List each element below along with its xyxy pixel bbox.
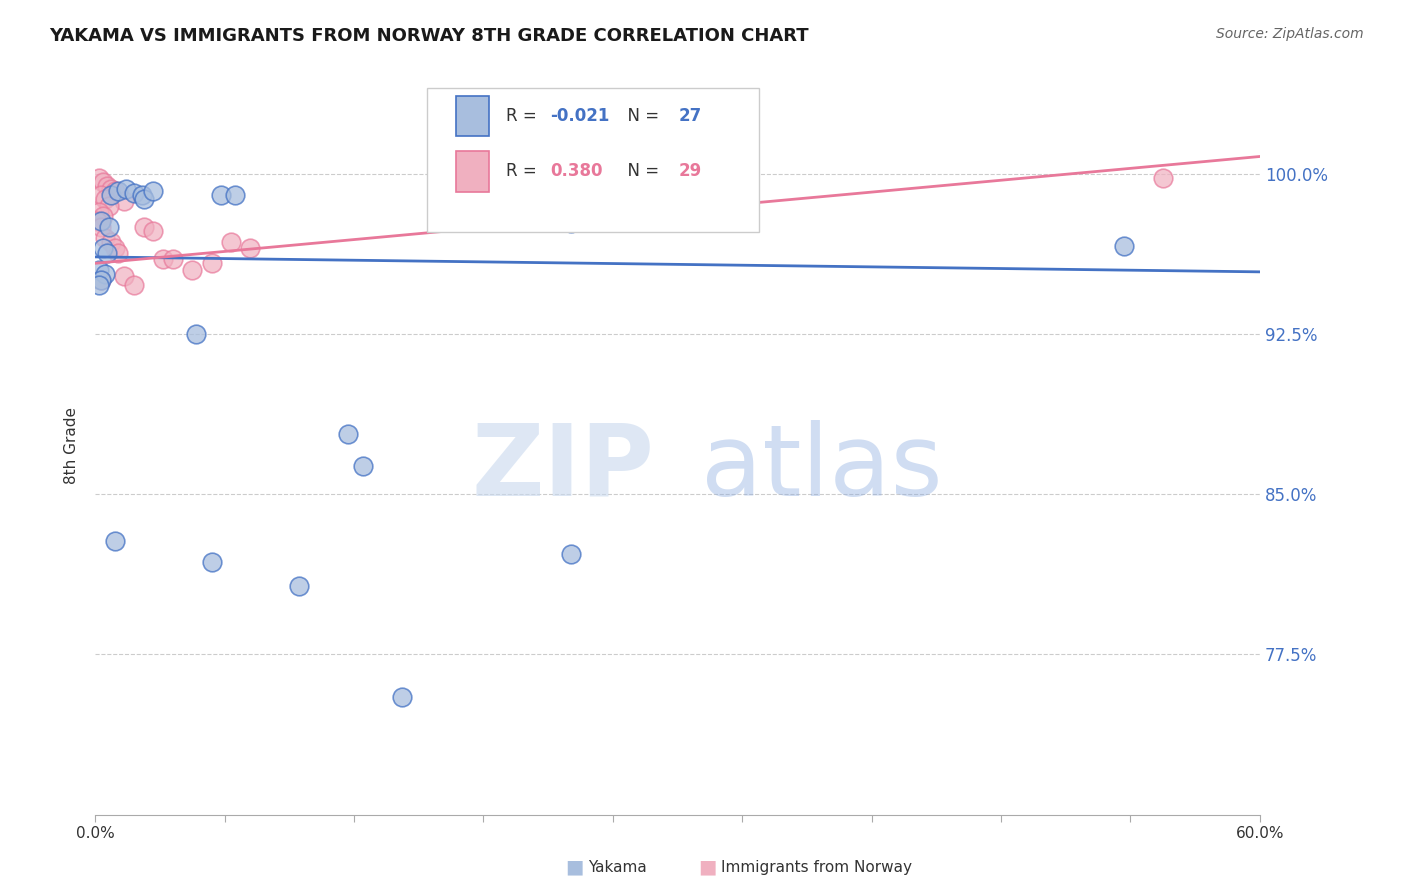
- Point: [142, 224, 165, 238]
- Point: [104, 241, 127, 255]
- Point: [352, 459, 374, 474]
- Point: [152, 252, 174, 266]
- Point: [91, 209, 114, 223]
- FancyBboxPatch shape: [456, 151, 489, 192]
- Point: [132, 192, 155, 206]
- Point: [560, 216, 582, 230]
- Point: [184, 326, 207, 341]
- Point: [107, 184, 129, 198]
- Point: [391, 690, 413, 704]
- Point: [87, 205, 110, 219]
- Text: ■: ■: [565, 857, 583, 877]
- Point: [107, 245, 129, 260]
- Point: [94, 192, 117, 206]
- Text: 29: 29: [679, 162, 702, 180]
- Point: [1152, 170, 1174, 185]
- Text: R =: R =: [506, 162, 543, 180]
- Point: [201, 556, 224, 570]
- Point: [560, 547, 582, 561]
- Point: [239, 241, 262, 255]
- Point: [94, 230, 117, 244]
- Point: [100, 235, 122, 249]
- Point: [209, 188, 232, 202]
- Point: [96, 179, 118, 194]
- Point: [219, 235, 242, 249]
- Point: [181, 262, 204, 277]
- Text: 0.380: 0.380: [551, 162, 603, 180]
- Point: [115, 181, 138, 195]
- Point: [162, 252, 184, 266]
- Point: [104, 184, 127, 198]
- Text: YAKAMA VS IMMIGRANTS FROM NORWAY 8TH GRADE CORRELATION CHART: YAKAMA VS IMMIGRANTS FROM NORWAY 8TH GRA…: [49, 27, 808, 45]
- Text: Immigrants from Norway: Immigrants from Norway: [721, 860, 912, 874]
- Text: N =: N =: [617, 107, 665, 125]
- Point: [288, 579, 311, 593]
- Text: ■: ■: [699, 857, 717, 877]
- Point: [96, 245, 118, 260]
- Point: [90, 273, 112, 287]
- Text: -0.021: -0.021: [551, 107, 610, 125]
- Point: [104, 534, 127, 549]
- Point: [86, 213, 108, 227]
- Point: [336, 427, 359, 442]
- Text: Source: ZipAtlas.com: Source: ZipAtlas.com: [1216, 27, 1364, 41]
- Point: [97, 219, 120, 234]
- Point: [201, 256, 224, 270]
- Point: [90, 188, 112, 202]
- Text: N =: N =: [617, 162, 665, 180]
- Point: [112, 269, 135, 284]
- Text: atlas: atlas: [700, 419, 942, 516]
- Point: [87, 277, 110, 292]
- Point: [142, 184, 165, 198]
- Text: Yakama: Yakama: [588, 860, 647, 874]
- Point: [122, 186, 145, 200]
- FancyBboxPatch shape: [456, 95, 489, 136]
- Point: [91, 241, 114, 255]
- Point: [97, 199, 120, 213]
- Text: R =: R =: [506, 107, 543, 125]
- Text: 27: 27: [679, 107, 702, 125]
- Point: [90, 219, 112, 234]
- Point: [87, 170, 110, 185]
- Point: [131, 188, 153, 202]
- Point: [224, 188, 246, 202]
- Point: [94, 267, 117, 281]
- FancyBboxPatch shape: [427, 88, 759, 232]
- Point: [1112, 239, 1135, 253]
- Point: [91, 175, 114, 189]
- Point: [100, 181, 122, 195]
- Y-axis label: 8th Grade: 8th Grade: [65, 408, 79, 484]
- Point: [90, 213, 112, 227]
- Point: [122, 277, 145, 292]
- Point: [90, 273, 112, 287]
- Point: [132, 219, 155, 234]
- Point: [100, 188, 122, 202]
- Text: ZIP: ZIP: [471, 419, 654, 516]
- Point: [112, 194, 135, 209]
- Point: [87, 262, 110, 277]
